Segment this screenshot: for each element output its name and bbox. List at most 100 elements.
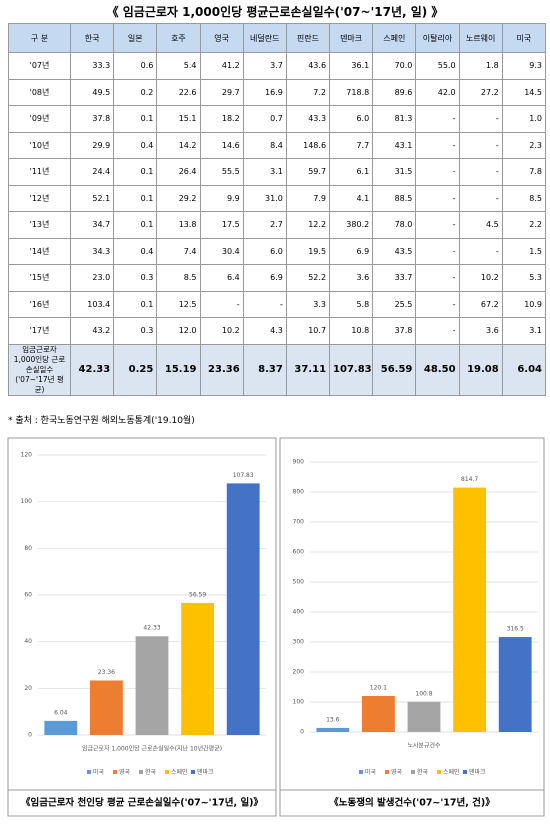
table-cell: -	[415, 237, 460, 265]
table-row: '17년 43.2 0.3 12.0 10.2 4.3 10.7 10.8 37.8-3.6 3.…	[8, 317, 547, 345]
table-cell: 6.0	[329, 105, 374, 133]
legend-swatch	[113, 770, 117, 774]
table-cell: 10.8	[329, 317, 374, 345]
table-row: '09년 37.8 0.1 15.1 18.2 0.7 43.3 6.0 81.3- -1.0	[8, 105, 547, 133]
row-header: '16년	[8, 290, 71, 318]
table-cell: 37.8	[69, 105, 115, 133]
y-tick-label: 800	[293, 489, 305, 496]
y-tick-label: 20	[24, 685, 32, 692]
bar	[135, 636, 169, 735]
table-cell: 34.3	[69, 237, 115, 265]
table-cell: 7.7	[329, 131, 374, 159]
table-cell: 25.5	[372, 290, 417, 318]
header-cell: 영국	[199, 23, 244, 53]
header-cell: 호주	[156, 23, 201, 53]
y-tick-label: 200	[293, 669, 305, 676]
y-tick-label: 400	[293, 609, 305, 616]
table-cell: 56.59	[372, 343, 417, 396]
table-cell: 14.5	[501, 78, 547, 106]
chart-frame	[7, 437, 277, 817]
legend-label: 덴마크	[469, 768, 486, 776]
table-row: '16년 103.4 0.1 12.5- -3.3 5.8 25.5-67.2 10.9	[8, 290, 547, 318]
table-cell: 48.50	[415, 343, 460, 396]
table-cell: 2.3	[501, 131, 547, 159]
x-axis-label: 임금근로자 1,000인당 근로손실일수(지난 10년간평균)	[82, 745, 222, 753]
data-label: 100.8	[415, 690, 432, 697]
table-cell: 2.2	[501, 211, 547, 239]
row-header: '07년	[8, 52, 71, 80]
bar	[89, 680, 123, 735]
table-cell: -	[242, 290, 287, 318]
table-cell: 18.2	[199, 105, 244, 133]
header-cell: 이탈리아	[415, 23, 460, 53]
header-cell: 미국	[501, 23, 547, 53]
row-header: '10년	[8, 131, 71, 159]
table-cell: 8.4	[242, 131, 287, 159]
bar	[453, 487, 487, 732]
table-cell: 43.2	[69, 317, 115, 345]
table-cell: 19.5	[285, 237, 331, 265]
table-cell: 3.1	[242, 158, 287, 186]
legend-swatch	[463, 770, 467, 774]
y-tick-label: 300	[293, 639, 305, 646]
row-header: 임금근로자 1,000인당 근로손실일수 ('07~'17년 평균)	[8, 343, 71, 396]
table-cell: -	[458, 158, 503, 186]
table-cell: 4.1	[329, 184, 374, 212]
bar	[498, 637, 532, 732]
header-cell: 네덜란드	[242, 23, 287, 53]
table-cell: 3.1	[501, 317, 547, 345]
data-label: 814.7	[461, 476, 478, 483]
header-cell: 핀란드	[285, 23, 331, 53]
x-axis-label: 노사분규건수	[407, 742, 441, 750]
table-cell: 0.6	[113, 52, 158, 80]
legend-label: 한국	[417, 769, 429, 776]
legend-label: 미국	[365, 768, 377, 776]
legend-label: 스페인	[171, 768, 188, 776]
table-row: '07년 33.3 0.6 5.4 41.2 3.7 43.6 36.1 70.0 55.0 1.8…	[8, 52, 547, 80]
legend-swatch	[139, 770, 143, 774]
table-cell: 3.7	[242, 52, 287, 80]
chart-frame	[279, 437, 545, 817]
chart-caption: 《임금근로자 천인당 평균 근로손실일수('07~'17년, 일)》	[21, 797, 263, 809]
table-cell: 5.8	[329, 290, 374, 318]
table-row: 임금근로자 1,000인당 근로손실일수 ('07~'17년 평균) 42.33 0…	[8, 343, 547, 396]
table-cell: 10.2	[199, 317, 244, 345]
header-cell: 덴마크	[329, 23, 374, 53]
legend-swatch	[411, 770, 415, 774]
y-tick-label: 40	[24, 638, 32, 645]
table-cell: 4.5	[458, 211, 503, 239]
table-cell: 0.7	[242, 105, 287, 133]
data-table: 구 분 한국 일본 호주 영국 네덜란드 핀란드 덴마크 스페인 이탈리아 노르웨이 미국 '07년 33…	[8, 23, 547, 396]
legend-label: 미국	[93, 768, 105, 776]
table-cell: -	[415, 158, 460, 186]
table-cell: 7.8	[501, 158, 547, 186]
table-row: '13년 34.7 0.1 13.8 17.5 2.7 12.2 380.2 78.0-4.5 2…	[8, 211, 547, 239]
table-cell: 380.2	[329, 211, 374, 239]
data-label: 120.1	[370, 684, 387, 691]
table-cell: 42.33	[69, 343, 115, 396]
y-tick-label: 500	[293, 579, 305, 586]
legend-swatch	[191, 770, 195, 774]
table-cell: 55.5	[199, 158, 244, 186]
legend-swatch	[437, 770, 441, 774]
header-cell: 일본	[113, 23, 158, 53]
table-cell: -	[458, 105, 503, 133]
legend-swatch	[385, 770, 389, 774]
legend-swatch	[165, 770, 169, 774]
y-tick-label: 100	[21, 498, 33, 505]
data-label: 56.59	[189, 591, 206, 598]
data-label: 316.5	[507, 626, 524, 633]
table-row: '12년 52.1 0.1 29.2 9.9 31.0 7.9 4.1 88.5- -8.5	[8, 184, 547, 212]
table-cell: 23.36	[199, 343, 244, 396]
legend-label: 영국	[119, 768, 131, 776]
row-header: '13년	[8, 211, 71, 239]
legend-label: 스페인	[443, 768, 460, 776]
table-cell: 41.2	[199, 52, 244, 80]
legend-label: 덴마크	[197, 768, 214, 776]
row-header: '09년	[8, 105, 71, 133]
table-row: '11년 24.4 0.1 26.4 55.5 3.1 59.7 6.1 31.5- -7.8	[8, 158, 547, 186]
table-cell: 6.9	[329, 237, 374, 265]
table-row: '10년 29.9 0.4 14.2 14.6 8.4 148.6 7.7 43.1- -2.3	[8, 131, 547, 159]
